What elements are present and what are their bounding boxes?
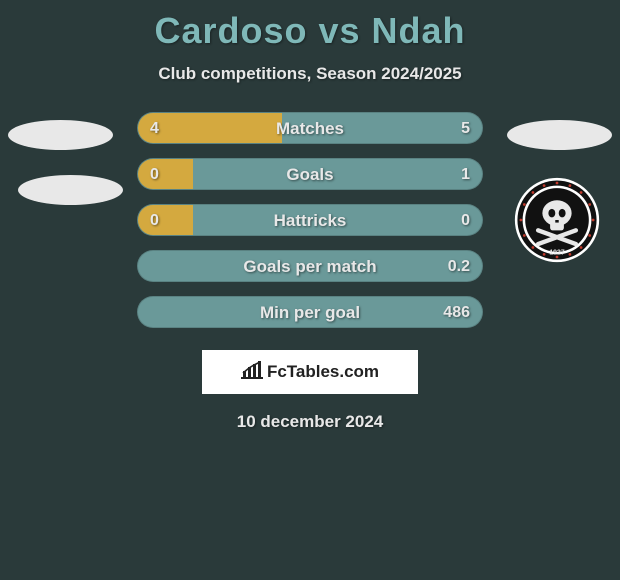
placeholder-logo-left-1 — [8, 120, 113, 150]
crest-year: 1937 — [549, 249, 564, 256]
stat-row: 0Hattricks0 — [137, 204, 483, 236]
bar-fill-left — [138, 205, 193, 235]
stat-bar: Goals per match0.2 — [137, 250, 483, 282]
page-title: Cardoso vs Ndah — [0, 10, 620, 52]
stat-bar: Min per goal486 — [137, 296, 483, 328]
subtitle: Club competitions, Season 2024/2025 — [0, 64, 620, 84]
placeholder-logo-right-1 — [507, 120, 612, 150]
stat-value-left: 0 — [150, 159, 159, 191]
stat-label: Min per goal — [138, 297, 482, 329]
stat-value-right: 0.2 — [448, 251, 470, 283]
bar-fill-left — [138, 159, 193, 189]
stat-value-right: 5 — [461, 113, 470, 145]
stat-value-left: 4 — [150, 113, 159, 145]
club-crest-orlando-pirates: 1937 — [514, 177, 600, 263]
chart-icon — [241, 361, 263, 384]
stat-bar: 0Goals1 — [137, 158, 483, 190]
stat-value-right: 1 — [461, 159, 470, 191]
stat-label: Goals per match — [138, 251, 482, 283]
stat-bar: 0Hattricks0 — [137, 204, 483, 236]
fctables-label: FcTables.com — [267, 362, 379, 382]
stat-row: Goals per match0.2 — [137, 250, 483, 282]
stat-row: 4Matches5 — [137, 112, 483, 144]
stat-value-right: 486 — [443, 297, 470, 329]
stat-value-left: 0 — [150, 205, 159, 237]
fctables-watermark[interactable]: FcTables.com — [202, 350, 418, 394]
stat-row: Min per goal486 — [137, 296, 483, 328]
stat-row: 0Goals1 — [137, 158, 483, 190]
placeholder-logo-left-2 — [18, 175, 123, 205]
bar-fill-left — [138, 113, 282, 143]
date-label: 10 december 2024 — [0, 412, 620, 432]
stat-bar: 4Matches5 — [137, 112, 483, 144]
stat-value-right: 0 — [461, 205, 470, 237]
